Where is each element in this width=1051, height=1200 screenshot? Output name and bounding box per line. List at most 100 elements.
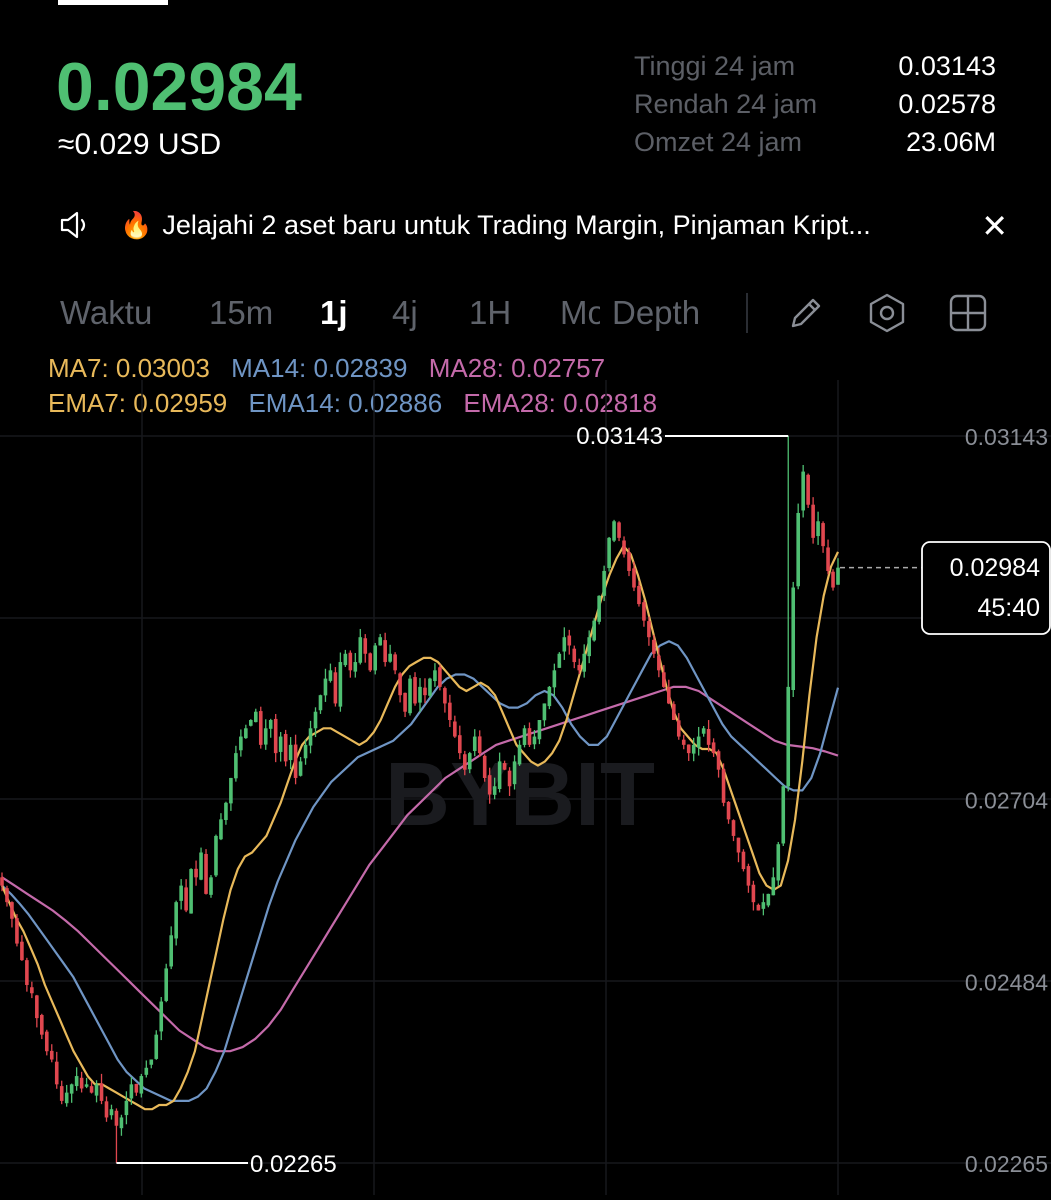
- candle-body: [25, 960, 29, 985]
- candle-body: [527, 728, 532, 745]
- candle-body: [69, 1084, 74, 1094]
- candle-body: [696, 736, 701, 748]
- candle-body: [144, 1067, 149, 1075]
- candle-body: [801, 471, 805, 511]
- layout-grid-icon[interactable]: [947, 292, 989, 334]
- candle-body: [746, 866, 751, 886]
- stat-turnover-24h: Omzet 24 jam 23.06M: [634, 124, 996, 162]
- candle-body: [652, 639, 656, 654]
- candle-body: [622, 540, 626, 555]
- candle-body: [139, 1076, 144, 1094]
- candle-body: [333, 672, 338, 704]
- candle-body: [224, 802, 228, 821]
- stat-value: 23.06M: [905, 127, 996, 157]
- candle-body: [383, 640, 387, 663]
- candle-body: [462, 754, 467, 770]
- candle-body: [458, 735, 462, 754]
- candle-body: [49, 1050, 54, 1060]
- announcement-text[interactable]: Jelajahi 2 aset baru untuk Trading Margi…: [162, 209, 871, 240]
- countdown-label: 45:40: [977, 594, 1040, 622]
- tab-depth[interactable]: Depth: [612, 294, 701, 331]
- tab-1j[interactable]: 1j: [320, 294, 348, 331]
- close-icon[interactable]: ✕: [981, 208, 1008, 244]
- chart-grid: [0, 380, 1051, 1195]
- pencil-icon[interactable]: [785, 292, 827, 334]
- candle-body: [443, 688, 447, 704]
- candle-body: [662, 672, 666, 687]
- candle-body: [348, 652, 353, 671]
- candle-body: [557, 653, 562, 668]
- tab-15m[interactable]: 15m: [209, 294, 274, 331]
- candle-body: [35, 995, 39, 1019]
- candle-body: [781, 786, 786, 844]
- candle-body: [607, 537, 611, 569]
- candle-body: [567, 635, 572, 646]
- candle-body: [806, 474, 810, 505]
- candle-body: [587, 637, 591, 657]
- candle-body: [59, 1086, 64, 1101]
- candle-body: [99, 1083, 104, 1101]
- candle-body: [502, 763, 507, 770]
- candle-body: [433, 670, 437, 682]
- candle-body: [179, 885, 183, 901]
- announcement-bar[interactable]: 🔥 Jelajahi 2 aset baru untuk Trading Mar…: [58, 205, 1008, 245]
- candle-body: [119, 1117, 124, 1129]
- candle-body: [159, 1001, 164, 1032]
- candle-body: [836, 567, 840, 585]
- candle-body: [368, 653, 373, 671]
- tab-4j[interactable]: 4j: [392, 294, 418, 331]
- candle-body: [15, 918, 19, 944]
- last-price-label: 0.02984: [950, 554, 1040, 582]
- y-tick-label: 0.02484: [965, 970, 1048, 996]
- y-tick-label: 0.02704: [965, 788, 1048, 814]
- tab-1h[interactable]: 1H: [469, 294, 512, 331]
- candle-body: [507, 770, 512, 787]
- toolbar-divider: [746, 293, 748, 333]
- candle-body: [791, 587, 796, 691]
- top-tab-indicator: [58, 0, 168, 5]
- candle-body: [721, 769, 726, 803]
- settings-hexagon-icon[interactable]: [866, 292, 908, 334]
- candle-body: [448, 702, 452, 721]
- ma28-label: MA28: 0.02757: [428, 353, 606, 383]
- candle-body: [338, 662, 343, 707]
- candle-body: [234, 753, 238, 779]
- candle-body: [278, 736, 283, 752]
- candle-body: [453, 721, 457, 737]
- stats-panel: Tinggi 24 jam 0.03143 Rendah 24 jam 0.02…: [634, 48, 996, 162]
- candle-body: [766, 893, 771, 906]
- candle-body: [736, 837, 741, 853]
- candle-body: [109, 1109, 114, 1116]
- candle-body: [303, 744, 308, 759]
- candle-body: [84, 1084, 89, 1087]
- candle-body: [44, 1031, 49, 1052]
- candle-body: [104, 1101, 109, 1118]
- candle-body: [74, 1076, 79, 1087]
- candle-body: [199, 852, 203, 880]
- candle-body: [497, 761, 502, 789]
- timeframe-bar: Waktu 15m 1j 4j 1H Mo Depth: [0, 290, 1051, 340]
- candles: [0, 436, 840, 1163]
- candle-body: [343, 653, 348, 666]
- candle-body: [229, 777, 233, 804]
- candle-body: [592, 620, 596, 641]
- candle-body: [268, 720, 273, 729]
- candle-body: [20, 941, 24, 961]
- candle-body: [701, 728, 706, 734]
- candle-body: [94, 1084, 99, 1096]
- candle-body: [293, 744, 298, 778]
- tab-more[interactable]: Mo: [560, 294, 600, 331]
- candle-body: [398, 673, 402, 696]
- candle-body: [597, 595, 601, 622]
- candle-body: [358, 637, 363, 663]
- candle-body: [826, 547, 830, 571]
- stat-label: Tinggi 24 jam: [634, 51, 796, 81]
- tab-waktu[interactable]: Waktu: [60, 294, 153, 331]
- candle-body: [821, 523, 825, 547]
- candle-body: [657, 655, 661, 671]
- candle-body: [706, 729, 711, 745]
- stat-value: 0.03143: [898, 51, 996, 81]
- candle-body: [562, 637, 567, 652]
- candle-body: [149, 1059, 154, 1065]
